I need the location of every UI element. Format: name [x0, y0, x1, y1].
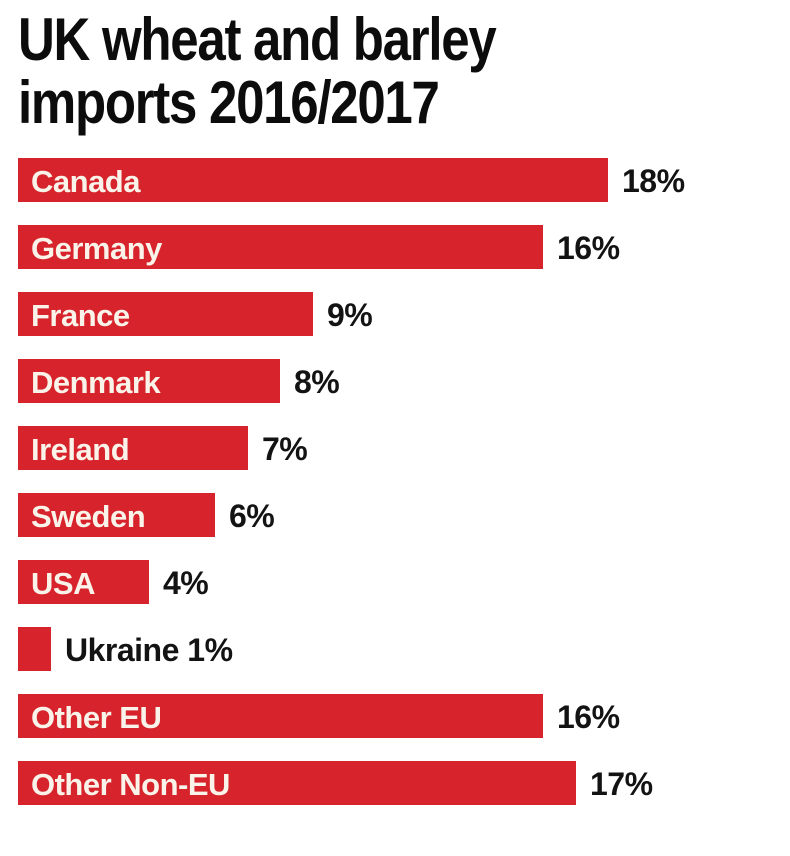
- bar-ireland: Ireland: [18, 426, 248, 470]
- category-label: Other EU: [31, 699, 162, 735]
- bar-row-germany: Germany 16%: [18, 225, 790, 269]
- bar-denmark: Denmark: [18, 359, 280, 403]
- bar-row-sweden: Sweden 6%: [18, 493, 790, 537]
- bar-other-eu: Other EU: [18, 694, 543, 738]
- bar-row-other-eu: Other EU 16%: [18, 694, 790, 738]
- category-label: Sweden: [31, 498, 146, 534]
- category-label: Germany: [31, 230, 162, 266]
- value-label: 6%: [229, 498, 275, 534]
- category-label: France: [31, 297, 130, 333]
- value-label: 7%: [262, 431, 308, 467]
- category-label: Canada: [31, 163, 140, 199]
- category-label: USA: [31, 565, 95, 601]
- value-label: 4%: [163, 565, 209, 601]
- value-label: 17%: [590, 766, 653, 802]
- chart-title-line-1: UK wheat and barley: [18, 6, 497, 73]
- bar-row-denmark: Denmark 8%: [18, 359, 790, 403]
- bar-canada: Canada: [18, 158, 608, 202]
- chart-title: UK wheat and barley imports 2016/2017: [18, 6, 497, 136]
- bar-germany: Germany: [18, 225, 543, 269]
- value-label: 16%: [557, 230, 620, 266]
- bar-row-canada: Canada 18%: [18, 158, 790, 202]
- value-label: 18%: [622, 163, 685, 199]
- bar-row-ireland: Ireland 7%: [18, 426, 790, 470]
- category-label: Ireland: [31, 431, 130, 467]
- bar-ukraine: [18, 627, 51, 671]
- bar-row-france: France 9%: [18, 292, 790, 336]
- bar-row-other-non-eu: Other Non-EU 17%: [18, 761, 790, 805]
- value-label: 8%: [294, 364, 340, 400]
- bar-chart: Canada 18% Germany 16% France 9% Denmark 8% Irel…: [18, 158, 790, 805]
- value-label: 16%: [557, 699, 620, 735]
- category-label: Other Non-EU: [31, 766, 230, 802]
- bar-row-ukraine: Ukraine 1%: [18, 627, 790, 671]
- bar-usa: USA: [18, 560, 149, 604]
- chart-title-line-2: imports 2016/2017: [18, 69, 440, 136]
- bar-sweden: Sweden: [18, 493, 215, 537]
- bar-other-non-eu: Other Non-EU: [18, 761, 576, 805]
- bar-row-usa: USA 4%: [18, 560, 790, 604]
- category-and-value-label: Ukraine 1%: [65, 632, 233, 668]
- value-label: 9%: [327, 297, 373, 333]
- category-label: Denmark: [31, 364, 161, 400]
- bar-france: France: [18, 292, 313, 336]
